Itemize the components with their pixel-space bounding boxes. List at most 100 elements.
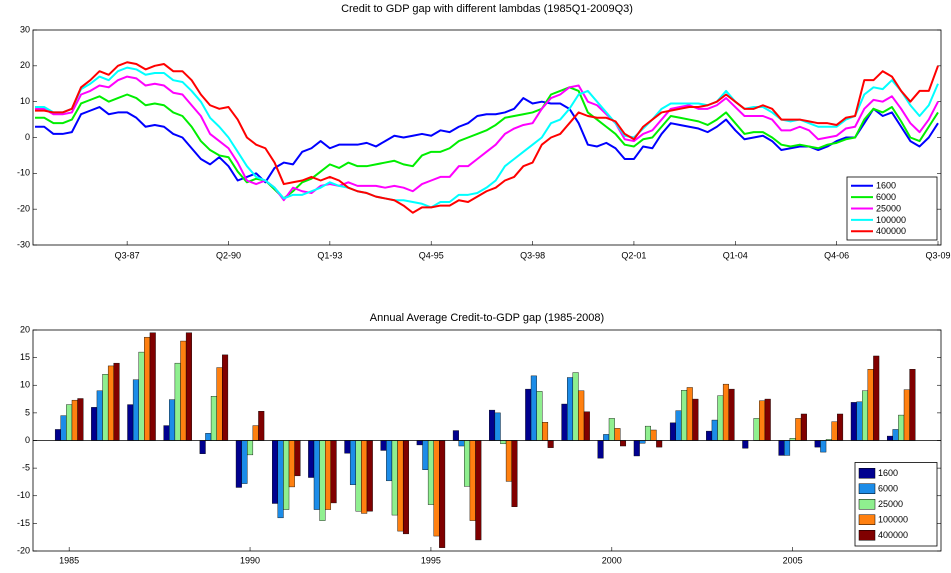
legend-label: 1600 (876, 181, 896, 191)
bar (452, 430, 459, 441)
plot-area (33, 30, 941, 245)
series-line (35, 75, 939, 202)
bar (277, 440, 284, 519)
y-tick-label: -10 (17, 490, 30, 500)
bar (272, 440, 279, 504)
bar (561, 403, 568, 441)
bar (831, 421, 838, 441)
bar (784, 440, 791, 456)
x-tick-label: Q3-09 (925, 250, 950, 260)
bar (650, 429, 657, 441)
bar (759, 400, 766, 441)
bar (903, 389, 910, 441)
bar (597, 440, 604, 459)
series-line (35, 86, 939, 200)
bar (742, 440, 749, 449)
bar (138, 351, 145, 441)
bar (681, 390, 688, 441)
bar (185, 332, 192, 441)
bar (728, 388, 735, 441)
bar (210, 396, 217, 441)
bar (60, 415, 67, 441)
bar (505, 440, 512, 482)
legend-label: 400000 (876, 226, 906, 236)
bar (349, 440, 356, 485)
bar (163, 425, 170, 441)
bar (288, 440, 295, 488)
bar (692, 398, 699, 441)
bar (706, 430, 713, 441)
bar (722, 383, 729, 441)
bar (180, 340, 187, 441)
chart-title: Annual Average Credit-to-GDP gap (1985-2… (370, 312, 604, 324)
series-line (35, 66, 939, 209)
bar (656, 440, 663, 448)
bar (644, 425, 651, 441)
bar (837, 413, 844, 441)
y-tick-label: 30 (20, 24, 30, 34)
legend-swatch (858, 499, 876, 510)
bar (127, 404, 134, 441)
bar (567, 377, 574, 441)
bar (205, 433, 212, 441)
bar (711, 419, 718, 441)
bar (620, 440, 627, 447)
legend-swatch (858, 483, 876, 494)
legend-label: 6000 (878, 484, 898, 494)
x-tick-label: 2005 (783, 555, 803, 565)
bar (149, 332, 156, 441)
legend-swatch (858, 530, 876, 541)
bar (344, 440, 351, 454)
series-line (35, 97, 939, 184)
y-tick-label: 10 (20, 96, 30, 106)
bar (71, 399, 78, 441)
bar (283, 440, 290, 510)
bar (380, 440, 387, 451)
y-tick-label: -10 (17, 168, 30, 178)
y-tick-label: 15 (20, 352, 30, 362)
x-tick-label: Q2-01 (621, 250, 646, 260)
legend-label: 25000 (876, 203, 901, 213)
legend-label: 25000 (878, 499, 903, 509)
bar (439, 440, 446, 548)
bar (464, 440, 471, 487)
bar (633, 440, 640, 457)
x-tick-label: Q1-04 (723, 250, 748, 260)
bar (216, 367, 223, 441)
bar (530, 375, 537, 441)
bar (319, 440, 326, 521)
plot-frame (32, 329, 942, 552)
bar (433, 440, 440, 537)
bar (252, 425, 259, 441)
bar (391, 440, 398, 516)
bar (427, 440, 434, 505)
bar (361, 440, 368, 514)
bar (355, 440, 362, 512)
bar (500, 440, 507, 445)
bar (102, 374, 109, 441)
x-tick-label: Q1-93 (317, 250, 342, 260)
bar (862, 390, 869, 441)
bar (892, 429, 899, 441)
bar (686, 387, 693, 441)
bar (494, 412, 501, 441)
bar (258, 411, 265, 441)
bar (669, 422, 676, 441)
bar (386, 440, 393, 482)
bar (77, 398, 84, 441)
bar (66, 404, 73, 441)
legend-label: 400000 (878, 530, 908, 540)
bar (675, 410, 682, 441)
bar (795, 418, 802, 441)
bar (572, 372, 579, 441)
legend-label: 1600 (878, 468, 898, 478)
x-tick-label: Q2-90 (216, 250, 241, 260)
bar (753, 418, 760, 441)
bar (169, 399, 176, 441)
bar (144, 336, 151, 441)
bar (873, 355, 880, 441)
bar (820, 440, 827, 453)
bar (91, 407, 98, 441)
bar (222, 354, 229, 441)
bar (294, 440, 301, 477)
